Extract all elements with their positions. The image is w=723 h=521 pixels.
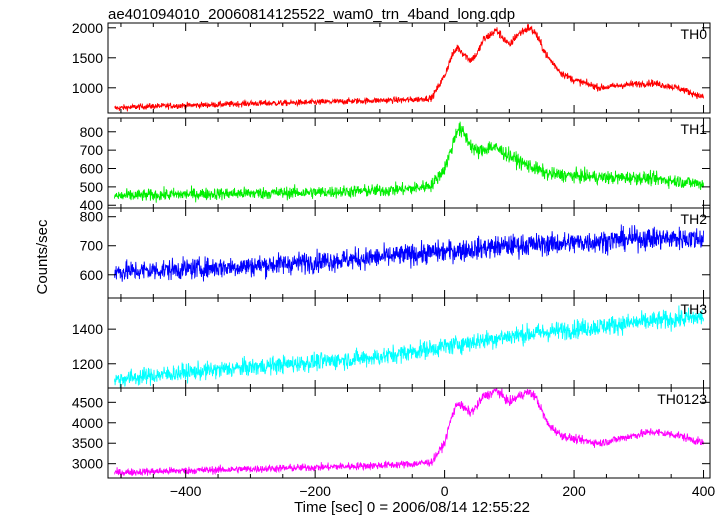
y-tick-label: 1200: [72, 356, 103, 372]
y-tick-label: 400: [80, 197, 104, 213]
series-line-th2: [114, 224, 704, 282]
series-line-th0: [114, 23, 704, 112]
y-tick-label: 500: [80, 179, 104, 195]
panel-label: TH3: [681, 301, 708, 317]
y-tick-label: 4000: [72, 415, 103, 431]
panel-th0123: TH0123 3000 3500 4000 4500 −400 −200 0 200 400: [72, 387, 716, 499]
panel-label: TH0123: [657, 391, 707, 407]
y-tick-label: 600: [80, 267, 104, 283]
y-tick-label: 800: [80, 124, 104, 140]
x-tick-label: −200: [299, 483, 331, 499]
panel-th3: TH3 1200 1400: [72, 297, 711, 389]
series-line-th0123: [114, 388, 704, 478]
y-tick-label: 2000: [72, 20, 103, 36]
panel-frame: [107, 22, 711, 114]
y-tick-label: 700: [80, 142, 104, 158]
chart-title: ae401094010_20060814125522_wam0_trn_4ban…: [108, 6, 515, 23]
x-tick-label: 200: [562, 483, 586, 499]
x-tick-label: −400: [170, 483, 202, 499]
panel-label: TH1: [681, 121, 708, 137]
y-tick-label: 4500: [72, 394, 103, 410]
y-tick-label: 1500: [72, 50, 103, 66]
panel-th2: TH2 600 700 800: [80, 207, 711, 299]
x-tick-label: 0: [441, 483, 449, 499]
x-tick-label: 400: [692, 483, 716, 499]
y-tick-label: 600: [80, 161, 104, 177]
y-tick-label: 3000: [72, 456, 103, 472]
y-tick-label: 1000: [72, 80, 103, 96]
y-tick-label: 3500: [72, 435, 103, 451]
panel-th0: TH0 1000 1500 2000: [72, 20, 711, 114]
series-line-th1: [114, 121, 704, 203]
y-tick-label: 1400: [72, 321, 103, 337]
panel-label: TH2: [681, 211, 708, 227]
series-line-th3: [114, 305, 704, 388]
panels-group: TH0100015002000TH1400500600700800TH26007…: [72, 20, 716, 499]
y-tick-label: 800: [80, 209, 104, 225]
panel-frame: [107, 387, 711, 479]
panel-label: TH0: [681, 26, 708, 42]
x-axis-label: Time [sec] 0 = 2006/08/14 12:55:22: [294, 499, 530, 516]
y-tick-label: 700: [80, 238, 104, 254]
y-axis-label: Counts/sec: [34, 219, 51, 295]
panel-th1: TH1 400 500 600 700 800: [80, 117, 711, 213]
